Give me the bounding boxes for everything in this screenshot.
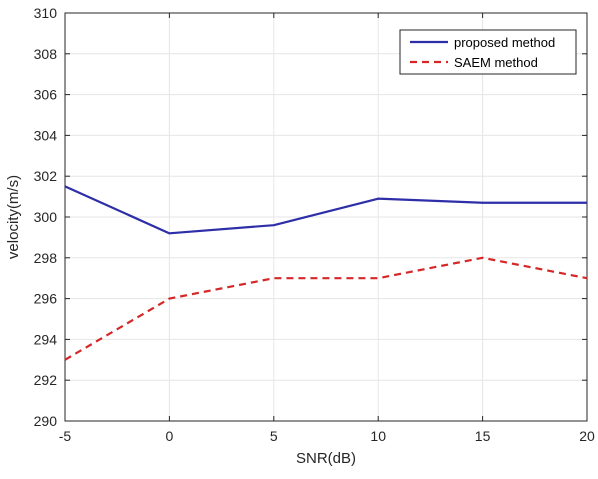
legend: proposed method SAEM method — [399, 29, 577, 75]
y-tick-label: 300 — [34, 209, 58, 225]
y-tick-label: 290 — [34, 413, 58, 429]
x-axis-tick-labels: -5 0 5 10 15 20 — [59, 428, 595, 444]
y-tick-label: 292 — [34, 372, 58, 388]
legend-label-proposed-method: proposed method — [454, 35, 555, 50]
x-axis-label: SNR(dB) — [296, 450, 356, 467]
x-tick-label: 15 — [475, 428, 491, 444]
y-axis-label: velocity(m/s) — [5, 175, 22, 259]
series-line-proposed-method — [64, 185, 587, 235]
legend-label-saem-method: SAEM method — [454, 55, 538, 70]
y-tick-label: 306 — [34, 87, 58, 103]
x-tick-label: 10 — [370, 428, 386, 444]
y-tick-label: 302 — [34, 168, 58, 184]
y-tick-label: 304 — [34, 127, 58, 143]
y-tick-label: 310 — [34, 5, 58, 21]
axis-ticks — [64, 12, 588, 422]
y-tick-label: 294 — [34, 331, 58, 347]
data-series — [64, 185, 588, 361]
series-line-saem-method — [64, 256, 588, 361]
x-tick-label: 0 — [166, 428, 174, 444]
y-tick-label: 298 — [34, 250, 58, 266]
grid-lines — [65, 13, 587, 421]
x-tick-label: 5 — [270, 428, 278, 444]
x-tick-label: 20 — [579, 428, 595, 444]
y-tick-label: 296 — [34, 291, 58, 307]
y-axis-tick-labels: 290 292 294 296 298 300 302 304 306 308 310 — [34, 5, 58, 429]
x-tick-label: -5 — [59, 428, 72, 444]
y-tick-label: 308 — [34, 46, 58, 62]
legend-box — [399, 29, 577, 75]
